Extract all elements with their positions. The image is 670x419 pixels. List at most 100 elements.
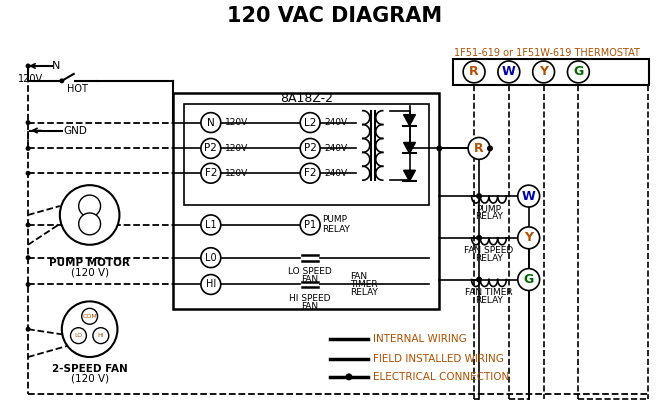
- Text: RELAY: RELAY: [322, 225, 350, 234]
- Text: 120 VAC DIAGRAM: 120 VAC DIAGRAM: [227, 6, 443, 26]
- Text: HI: HI: [206, 279, 216, 290]
- Text: FAN: FAN: [302, 302, 319, 311]
- Circle shape: [25, 171, 31, 176]
- Circle shape: [201, 163, 220, 183]
- Text: L1: L1: [205, 220, 216, 230]
- Text: PUMP: PUMP: [476, 204, 501, 214]
- Circle shape: [476, 235, 482, 241]
- Circle shape: [498, 61, 520, 83]
- Text: HI SPEED: HI SPEED: [289, 294, 331, 303]
- Text: RELAY: RELAY: [350, 288, 378, 297]
- Text: FAN SPEED: FAN SPEED: [464, 246, 514, 255]
- Circle shape: [567, 61, 590, 83]
- Text: 120V: 120V: [224, 144, 248, 153]
- Text: ELECTRICAL CONNECTION: ELECTRICAL CONNECTION: [373, 372, 509, 382]
- Circle shape: [78, 213, 100, 235]
- Circle shape: [25, 255, 31, 260]
- Text: R: R: [469, 65, 479, 78]
- Text: 120V: 120V: [224, 169, 248, 178]
- Bar: [184, 104, 429, 205]
- Circle shape: [468, 137, 490, 159]
- Text: RELAY: RELAY: [475, 296, 503, 305]
- Circle shape: [476, 193, 482, 199]
- Circle shape: [476, 277, 482, 282]
- Circle shape: [201, 248, 220, 268]
- Circle shape: [25, 63, 31, 68]
- Text: FAN: FAN: [302, 275, 319, 284]
- Circle shape: [518, 227, 539, 249]
- Circle shape: [518, 185, 539, 207]
- Text: PUMP MOTOR: PUMP MOTOR: [49, 258, 130, 268]
- Text: FIELD INSTALLED WIRING: FIELD INSTALLED WIRING: [373, 354, 504, 364]
- Text: INTERNAL WIRING: INTERNAL WIRING: [373, 334, 466, 344]
- Text: LO SPEED: LO SPEED: [288, 267, 332, 276]
- Text: L0: L0: [205, 253, 216, 263]
- Circle shape: [300, 163, 320, 183]
- Text: L2: L2: [304, 118, 316, 127]
- Circle shape: [201, 215, 220, 235]
- Text: 1F51-619 or 1F51W-619 THERMOSTAT: 1F51-619 or 1F51W-619 THERMOSTAT: [454, 48, 640, 58]
- Text: RELAY: RELAY: [475, 254, 503, 263]
- Text: W: W: [522, 189, 535, 203]
- Text: FAN TIMER: FAN TIMER: [465, 288, 513, 297]
- Text: HI: HI: [98, 333, 104, 338]
- Text: 240V: 240V: [324, 169, 347, 178]
- Polygon shape: [403, 142, 415, 153]
- Polygon shape: [403, 170, 415, 181]
- Text: N: N: [52, 61, 60, 71]
- Text: (120 V): (120 V): [70, 268, 109, 277]
- Text: FAN: FAN: [350, 272, 367, 281]
- Text: F2: F2: [204, 168, 217, 178]
- Text: W: W: [502, 65, 516, 78]
- Bar: [453, 59, 649, 85]
- Circle shape: [201, 113, 220, 132]
- Circle shape: [25, 222, 31, 228]
- Bar: [173, 93, 440, 309]
- Text: R: R: [474, 142, 484, 155]
- Circle shape: [533, 61, 555, 83]
- Circle shape: [82, 308, 98, 324]
- Circle shape: [25, 146, 31, 151]
- Polygon shape: [403, 115, 415, 126]
- Circle shape: [70, 328, 86, 344]
- Text: G: G: [574, 65, 584, 78]
- Circle shape: [487, 145, 493, 151]
- Circle shape: [300, 113, 320, 132]
- Text: RELAY: RELAY: [475, 212, 503, 222]
- Text: G: G: [523, 273, 534, 286]
- Text: N: N: [207, 118, 214, 127]
- Circle shape: [25, 120, 31, 125]
- Text: F2: F2: [304, 168, 316, 178]
- Text: P2: P2: [304, 143, 317, 153]
- Circle shape: [93, 328, 109, 344]
- Text: 2-SPEED FAN: 2-SPEED FAN: [52, 364, 127, 374]
- Circle shape: [201, 138, 220, 158]
- Circle shape: [300, 215, 320, 235]
- Circle shape: [78, 195, 100, 217]
- Circle shape: [300, 138, 320, 158]
- Text: Y: Y: [524, 231, 533, 244]
- Text: (120 V): (120 V): [70, 374, 109, 384]
- Text: 120V: 120V: [224, 118, 248, 127]
- Text: 8A18Z-2: 8A18Z-2: [279, 92, 333, 105]
- Text: HOT: HOT: [67, 84, 88, 94]
- Circle shape: [25, 327, 31, 332]
- Circle shape: [436, 145, 442, 151]
- Circle shape: [463, 61, 485, 83]
- Text: P1: P1: [304, 220, 316, 230]
- Circle shape: [518, 269, 539, 290]
- Text: LO: LO: [74, 333, 82, 338]
- Text: PUMP: PUMP: [322, 215, 347, 225]
- Text: Y: Y: [539, 65, 548, 78]
- Text: COM: COM: [82, 314, 97, 319]
- Text: GND: GND: [64, 126, 88, 135]
- Text: 240V: 240V: [324, 144, 347, 153]
- Circle shape: [60, 78, 64, 83]
- Text: P2: P2: [204, 143, 217, 153]
- Circle shape: [201, 274, 220, 295]
- Text: TIMER: TIMER: [350, 280, 377, 289]
- Circle shape: [25, 282, 31, 287]
- Text: 240V: 240V: [324, 118, 347, 127]
- Circle shape: [346, 373, 352, 380]
- Circle shape: [62, 301, 117, 357]
